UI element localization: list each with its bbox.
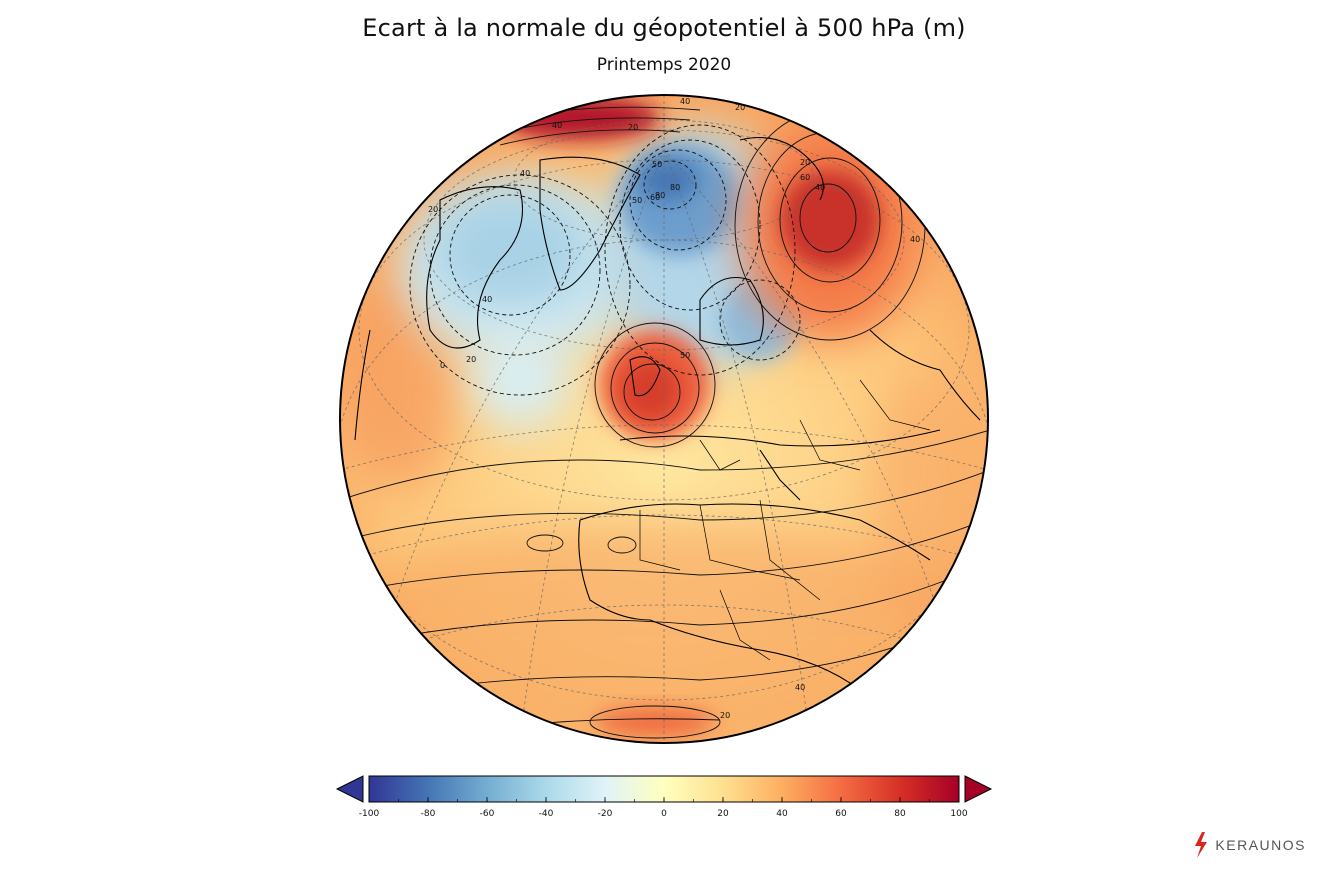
coastlines (354, 136, 981, 691)
colorbar-extend-min (335, 775, 364, 803)
colorbar-tick-label: 20 (717, 809, 729, 819)
contour-label: 40 (520, 169, 530, 178)
positive-anomaly-west-europe (600, 330, 710, 440)
contour-label: 40 (815, 183, 825, 192)
chart-subtitle: Printemps 2020 (596, 55, 732, 75)
contour-label: 40 (795, 683, 805, 692)
positive-anomaly-south-atlantic (595, 708, 715, 736)
country-borders (639, 379, 931, 661)
contour-label: 40 (552, 121, 562, 130)
colorbar-tick-label: -100 (359, 809, 380, 819)
contour-label: 40 (910, 235, 920, 244)
contour-label: 20 (735, 103, 745, 112)
colorbar-tick-label: 100 (950, 809, 967, 819)
contour-label: 20 (466, 355, 476, 364)
positive-anomaly-siberia (740, 120, 920, 340)
colorbar-tick-label: 80 (894, 809, 906, 819)
contour-label: 50 (652, 160, 662, 169)
contour-label: 60 (800, 173, 810, 182)
colorbar-tick-label: -20 (598, 809, 613, 819)
contour-label: 40 (482, 295, 492, 304)
contour-label: 50 (680, 351, 690, 360)
contour-label: 40 (680, 97, 690, 106)
contour-label: 20 (428, 205, 438, 214)
contour-label: 80 (655, 191, 665, 200)
colorbar-tick-label: 0 (661, 809, 667, 819)
graticule (340, 95, 988, 743)
colorbar-extend-max (964, 775, 993, 803)
contour-label: 80 (670, 183, 680, 192)
contour-label: 0 (440, 361, 445, 370)
contour-label: 50 (632, 196, 642, 205)
negative-anomaly-west (400, 180, 640, 430)
lightning-bolt-icon (1195, 832, 1208, 858)
brand-logo: KERAUNOS (1193, 832, 1306, 858)
brand-name: KERAUNOS (1215, 837, 1306, 853)
colorbar-tick-label: -80 (421, 809, 436, 819)
contour-label: 20 (720, 711, 730, 720)
colorbar-tick-label: -60 (480, 809, 495, 819)
colorbar-tick-label: 40 (776, 809, 788, 819)
chart-title: Ecart à la normale du géopotentiel à 500… (362, 14, 966, 42)
colorbar-tick-label: 60 (835, 809, 847, 819)
colorbar-ticks: -100 -80 -60 -40 -20 0 20 40 60 80 100 (359, 797, 968, 819)
colorbar-tick-label: -40 (539, 809, 554, 819)
contour-label: 20 (800, 158, 810, 167)
colorbar: -100 -80 -60 -40 -20 0 20 40 60 80 100 (335, 775, 993, 819)
contour-label: 20 (628, 123, 638, 132)
contour-label: 60 (650, 193, 660, 202)
